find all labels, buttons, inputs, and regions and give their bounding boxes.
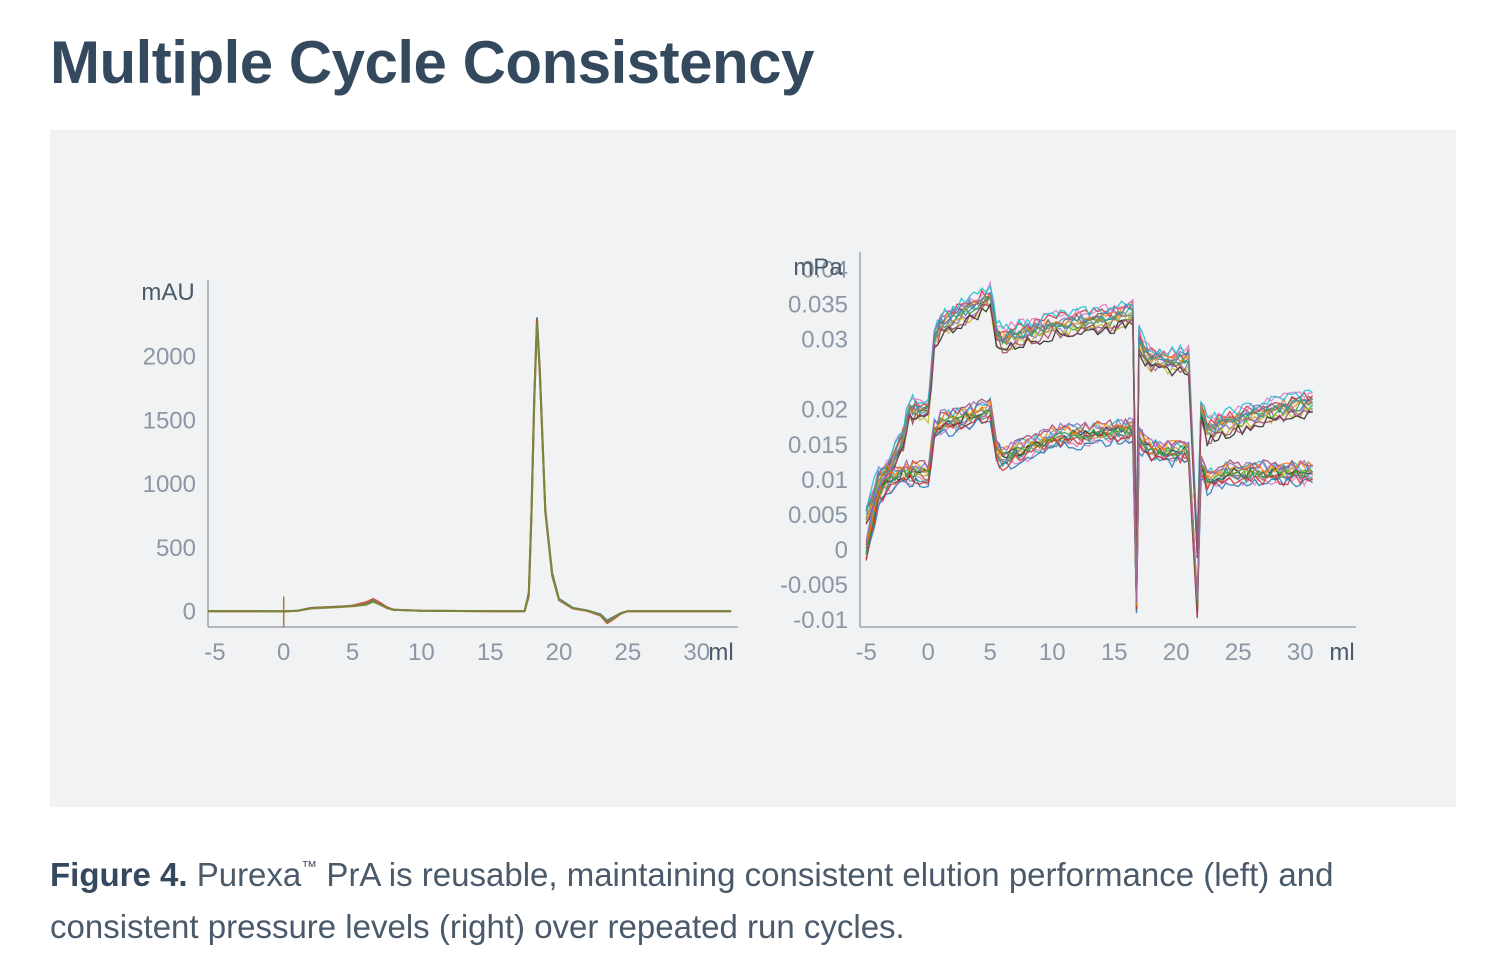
y-tick-label: 0.02	[801, 397, 848, 424]
x-tick-label: 20	[1163, 639, 1190, 666]
x-tick-label: 30	[1287, 639, 1314, 666]
figure-caption: Figure 4. Purexa™ PrA is reusable, maint…	[50, 842, 1460, 953]
x-tick-label: -5	[204, 639, 225, 666]
x-tick-label: 20	[546, 639, 573, 666]
pressure-trace	[865, 304, 1313, 557]
caption-figure-label: Figure 4.	[50, 856, 188, 893]
y-tick-label: 0	[183, 599, 196, 626]
y-tick-label: 1500	[143, 407, 196, 434]
caption-text: PrA is reusable, maintaining consistent …	[50, 856, 1334, 945]
elution-trace	[208, 322, 732, 623]
y-tick-label: 2000	[143, 344, 196, 371]
pressure-trace	[865, 400, 1314, 603]
y-tick-label: 0	[835, 537, 848, 564]
x-tick-label: -5	[856, 639, 877, 666]
page-title: Multiple Cycle Consistency	[50, 29, 814, 96]
x-axis-label: ml	[708, 639, 733, 666]
x-tick-label: 15	[477, 639, 504, 666]
pressure-trace	[865, 302, 1313, 564]
pressure-trace	[865, 417, 1313, 619]
x-tick-label: 15	[1101, 639, 1128, 666]
caption-product-name: Purexa	[196, 856, 302, 893]
y-tick-label: -0.005	[780, 572, 848, 599]
y-tick-label: 0.01	[801, 467, 848, 494]
pressure-trace	[865, 292, 1314, 545]
pressure-trace	[865, 297, 1314, 554]
y-tick-label: 0.03	[801, 327, 848, 354]
y-tick-label: 0.015	[788, 432, 848, 459]
elution-trace	[208, 317, 732, 622]
x-tick-label: 25	[615, 639, 642, 666]
y-axis-label: mPa	[793, 254, 843, 281]
y-tick-label: -0.01	[793, 607, 848, 634]
x-tick-label: 25	[1225, 639, 1252, 666]
elution-trace	[208, 319, 732, 625]
y-axis-label: mAU	[141, 279, 194, 306]
figure-panel: 0 500 1000 1500 2000 -5 0 5 10 15 20 25 30 ml mAU 0.04 0…	[50, 130, 1456, 807]
pressure-trace	[865, 284, 1313, 546]
x-tick-label: 10	[1039, 639, 1066, 666]
x-tick-label: 5	[346, 639, 359, 666]
trademark-symbol: ™	[301, 859, 318, 876]
x-tick-label: 5	[984, 639, 997, 666]
x-tick-label: 0	[277, 639, 290, 666]
pressure-trace	[865, 296, 1313, 545]
x-tick-label: 10	[408, 639, 435, 666]
x-tick-label: 30	[683, 639, 710, 666]
y-tick-label: 1000	[143, 471, 196, 498]
y-tick-label: 500	[156, 535, 196, 562]
pressure-trace	[865, 411, 1313, 618]
y-tick-label: 0.005	[788, 502, 848, 529]
pressure-trace	[865, 409, 1314, 607]
pressure-trace	[865, 399, 1314, 606]
y-tick-label: 0.04	[801, 257, 848, 284]
x-axis-label: ml	[1329, 639, 1354, 666]
y-tick-label: 0.035	[788, 292, 848, 319]
x-tick-label: 0	[922, 639, 935, 666]
